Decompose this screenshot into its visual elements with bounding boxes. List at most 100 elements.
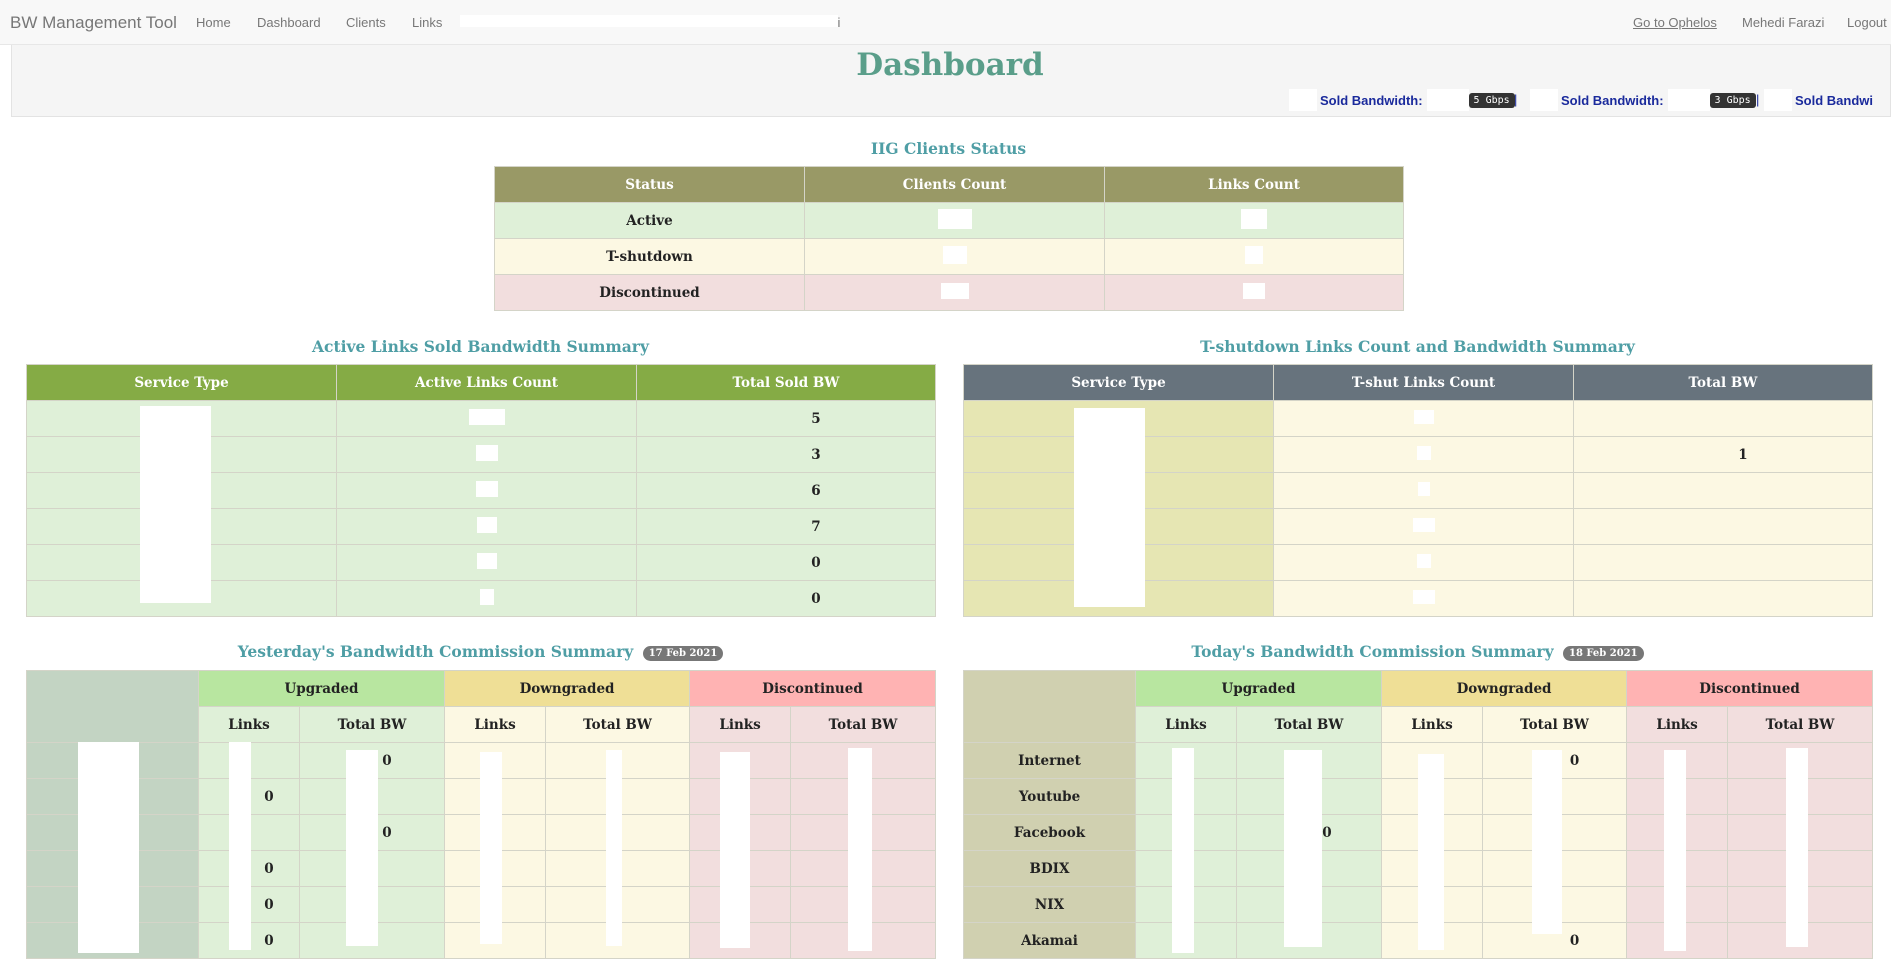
nav-clients[interactable]: Clients	[346, 15, 386, 30]
gbps-badge: 5 Gbps	[1468, 92, 1515, 108]
date-badge: 18 Feb 2021	[1562, 645, 1644, 661]
total-bw-cell: 6	[636, 472, 936, 509]
table-header-row: Service Type Active Links Count Total So…	[26, 364, 936, 401]
links-count-cell	[1104, 274, 1404, 311]
redaction-mask	[140, 406, 211, 603]
separator: |	[1514, 92, 1518, 107]
logout-link[interactable]: Logout	[1847, 15, 1887, 30]
redaction-mask	[229, 742, 251, 950]
total-bw-cell: 3	[636, 436, 936, 473]
status-cell: Discontinued	[494, 274, 805, 311]
brand-title[interactable]: BW Management Tool	[10, 13, 177, 32]
column-header: Links	[1381, 706, 1484, 743]
links-count-cell	[336, 472, 637, 509]
tshut-count-cell	[1273, 580, 1574, 617]
table-row: 1	[963, 436, 1873, 473]
nav-dashboard[interactable]: Dashboard	[257, 15, 321, 30]
links-count-cell	[1104, 238, 1404, 275]
group-header-upgraded: Upgraded	[1134, 670, 1383, 707]
page-title: Dashboard	[856, 47, 1044, 83]
service-cell: Facebook	[963, 814, 1136, 851]
tshut-count-cell	[1273, 436, 1574, 473]
ophelos-link[interactable]: Go to Ophelos	[1633, 15, 1717, 30]
table-group-header-row: Upgraded Downgraded Discontinued	[963, 670, 1874, 743]
links-count-cell	[336, 400, 637, 437]
column-header: Total BW	[1235, 706, 1383, 743]
redaction-mask	[476, 516, 497, 533]
redaction-mask	[1416, 445, 1431, 460]
clients-count-cell	[804, 202, 1105, 239]
total-bw-cell	[1573, 544, 1873, 581]
dashboard-header: Dashboard Sold Bandwidth: 5 Gbps | Sold …	[11, 45, 1891, 117]
sold-bandwidth-3: Sold Bandwi	[1764, 88, 1873, 112]
upgraded-links-cell: 0	[198, 922, 300, 959]
date-badge: 17 Feb 2021	[642, 645, 724, 661]
column-header: Total BW	[1573, 364, 1873, 401]
column-header: Links	[1626, 706, 1729, 743]
redaction-mask	[1426, 89, 1469, 111]
group-header-upgraded: Upgraded	[197, 670, 446, 707]
total-bw-cell	[1573, 580, 1873, 617]
clients-count-cell	[804, 238, 1105, 275]
total-bw-cell	[1573, 400, 1873, 437]
redaction-mask	[1532, 750, 1562, 934]
redaction-mask	[1412, 517, 1435, 532]
column-header: Service Type	[26, 364, 337, 401]
total-bw-cell: 0	[636, 580, 936, 617]
redaction-mask	[1416, 553, 1431, 568]
column-header: Total BW	[1482, 706, 1628, 743]
iig-status-table: Status Clients Count Links Count Active …	[494, 166, 1404, 311]
column-header: Total BW	[298, 706, 446, 743]
sold-bandwidth-label: Sold Bandwidth:	[1561, 92, 1664, 108]
links-count-cell	[336, 580, 637, 617]
tshut-count-cell	[1273, 508, 1574, 545]
nav-home[interactable]: Home	[196, 15, 231, 30]
nav-links[interactable]: Links	[412, 15, 443, 30]
redaction-mask	[1172, 748, 1194, 953]
total-bw-cell: 1	[1573, 436, 1873, 473]
active-summary-title: Active Links Sold Bandwidth Summary	[312, 337, 649, 356]
tshut-count-cell	[1273, 472, 1574, 509]
redaction-mask	[1530, 89, 1558, 111]
column-header: Links	[689, 706, 792, 743]
table-row: Discontinued	[494, 274, 1404, 311]
tshut-count-cell	[1273, 400, 1574, 437]
today-title-text: Today's Bandwidth Commission Summary	[1191, 642, 1554, 661]
column-header: Clients Count	[804, 166, 1105, 203]
sold-bandwidth-2: Sold Bandwidth: 3 Gbps	[1530, 88, 1756, 112]
total-bw-cell: 7	[636, 508, 936, 545]
service-cell: NIX	[963, 886, 1136, 923]
redaction-mask	[475, 480, 498, 497]
sold-bandwidth-label: Sold Bandwi	[1795, 92, 1873, 108]
table-row: Active	[494, 202, 1404, 239]
user-menu[interactable]: Mehedi Farazi	[1742, 15, 1825, 30]
redaction-mask	[78, 742, 139, 953]
redaction-mask	[476, 552, 497, 569]
total-bw-cell: 0	[636, 544, 936, 581]
yesterday-title-text: Yesterday's Bandwidth Commission Summary	[237, 642, 634, 661]
redaction-mask	[720, 752, 750, 948]
group-header-discontinued: Discontinued	[689, 670, 937, 707]
column-header: Status	[494, 166, 805, 203]
redaction-mask	[1284, 750, 1322, 947]
column-header: Total Sold BW	[636, 364, 936, 401]
table-subheader-row: Links Total BW Links Total BW Links Tota…	[27, 706, 937, 743]
tshut-summary-title: T-shutdown Links Count and Bandwidth Sum…	[1200, 337, 1635, 356]
redaction-mask	[1289, 89, 1317, 111]
group-header-discontinued: Discontinued	[1626, 670, 1874, 707]
table-row: T-shutdown	[494, 238, 1404, 275]
column-header: Active Links Count	[336, 364, 637, 401]
redaction-mask	[1786, 748, 1808, 947]
redaction-mask	[1245, 245, 1263, 264]
redaction-mask	[1667, 89, 1710, 111]
separator: |	[1756, 92, 1760, 107]
redaction-mask	[346, 750, 378, 946]
redaction-mask	[848, 748, 872, 951]
service-cell: Youtube	[963, 778, 1136, 815]
tshut-count-cell	[1273, 544, 1574, 581]
links-count-cell	[336, 544, 637, 581]
clients-count-cell	[804, 274, 1105, 311]
redaction-mask	[1413, 409, 1434, 424]
redaction-mask	[475, 444, 498, 461]
redaction-mask	[480, 752, 502, 944]
